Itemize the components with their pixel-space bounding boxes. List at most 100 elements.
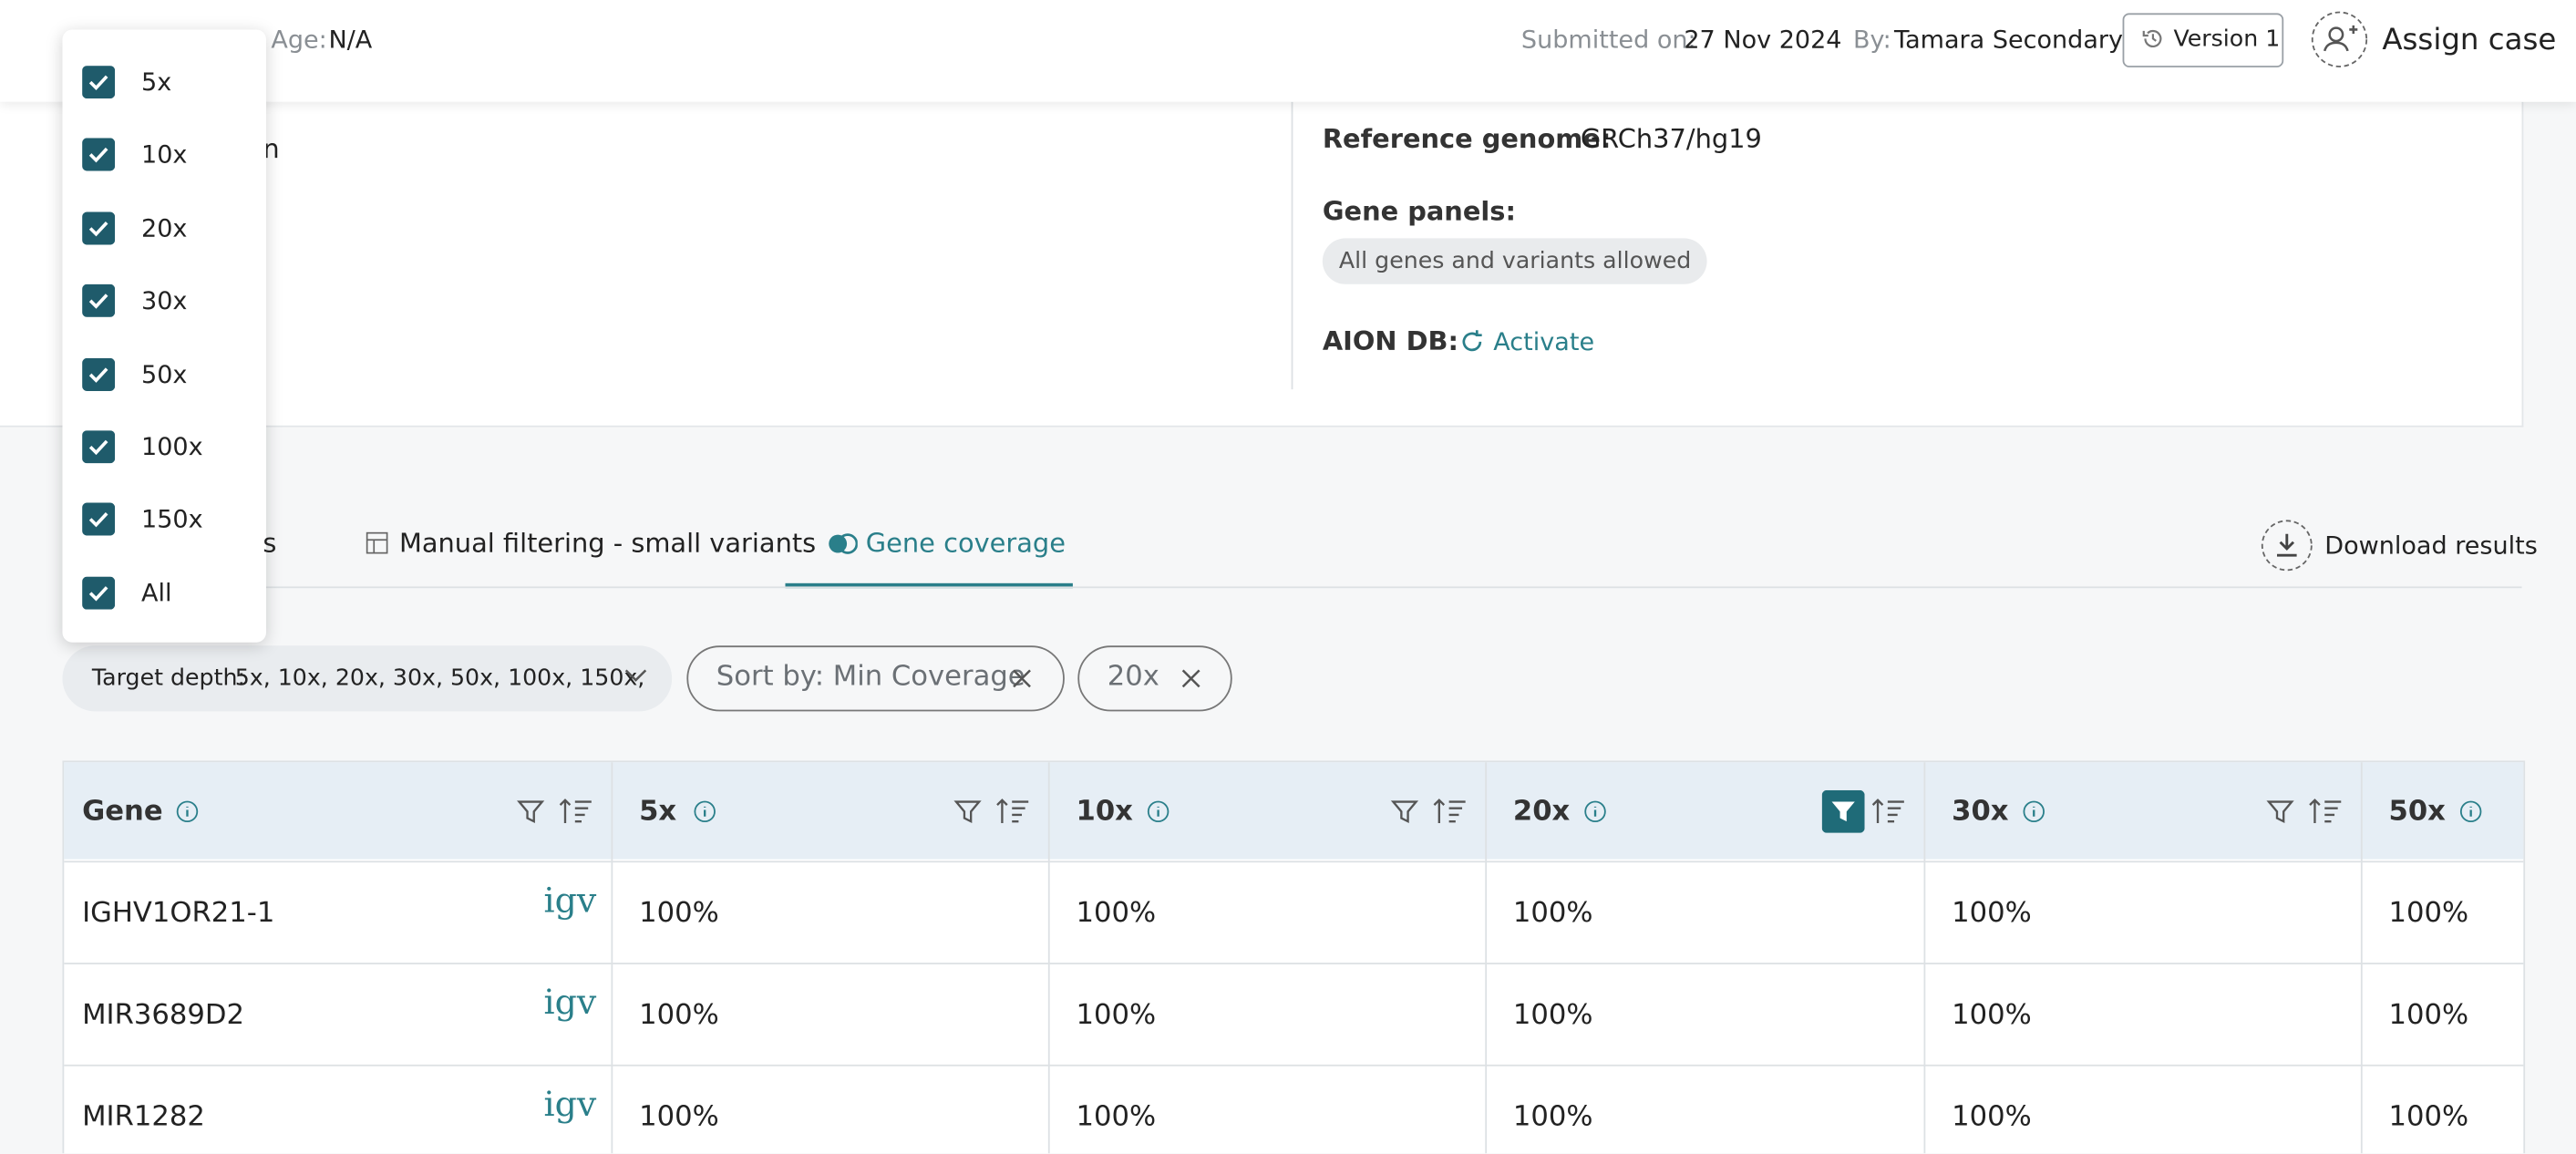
sort-icon[interactable] [2308,794,2344,830]
coverage-value: 100% [1512,1100,1593,1134]
value: Tamara Secondary [1894,25,2124,55]
column-divider [1923,762,1926,1154]
history-icon [2142,29,2162,47]
coverage-value: 100% [2388,1100,2469,1134]
close-icon[interactable] [1012,669,1032,689]
igv-link[interactable]: igv [543,881,597,921]
activate-link[interactable]: Activate [1493,326,1595,357]
igv-link[interactable]: igv [543,1084,597,1124]
assign-label[interactable]: Assign case [2382,23,2557,58]
chevron [624,669,647,682]
coverage-value: 100% [1076,998,1157,1032]
tab[interactable]: Manual filtering - small variants [398,527,817,559]
close-icon[interactable] [1181,669,1201,689]
gene-name: MIR1282 [82,1100,205,1134]
info-icon[interactable] [2459,800,2482,823]
coverage-value: 100% [639,998,719,1032]
option-label[interactable]: 100x [140,432,203,462]
sort-icon[interactable] [1871,794,1908,830]
checkbox[interactable] [82,66,116,99]
coverage-value: 100% [1076,897,1157,931]
column-divider [1047,762,1050,1154]
option-label[interactable]: 5x [140,67,172,98]
row-divider [64,860,2524,863]
table-icon [366,531,388,554]
column-header: 50x [2388,795,2446,829]
info-icon[interactable] [1147,800,1170,823]
checkbox[interactable] [82,430,116,464]
label: AION DB: [1322,325,1459,357]
option-label[interactable]: 50x [140,358,188,389]
chip-label: Sort by: Min Coverage [716,660,1025,694]
download-label[interactable]: Download results [2324,531,2538,561]
label: Reference genome: [1322,123,1612,155]
coverage-value: 100% [2388,897,2469,931]
option-label[interactable]: 30x [140,285,188,316]
column-divider [2360,762,2363,1154]
version-label: Version 1 [2173,26,2281,53]
option-label[interactable]: 10x [140,139,188,170]
info-icon[interactable] [1583,800,1606,823]
filter-icon[interactable] [946,790,989,833]
value: N/A [328,25,373,55]
sort-icon[interactable] [559,794,595,830]
chip-label: Target depth: [91,665,245,692]
coverage-value: 100% [1952,897,2032,931]
filter-icon[interactable] [2259,790,2302,833]
coverage-value: 100% [1512,998,1593,1032]
filter-icon[interactable] [510,790,552,833]
gene-name: MIR3689D2 [82,998,244,1032]
coverage-value: 100% [2388,998,2469,1032]
target-depth-chip[interactable] [62,645,673,712]
option-label[interactable]: All [140,578,172,608]
depth-dropdown: 5x 10x 20x 30x 50x 100x 150x All [62,29,266,643]
option-label[interactable]: 150x [140,505,203,535]
info-card [0,101,2524,428]
info-icon[interactable] [694,800,716,823]
filter-icon[interactable] [1821,789,1865,833]
option-label[interactable]: 20x [140,212,188,243]
coverage-value: 100% [1952,1100,2032,1134]
filter-icon[interactable] [1384,790,1427,833]
label: Age: [271,25,327,55]
chip-value: 5x, 10x, 20x, 30x, 50x, 100x, 150x, [234,665,645,692]
coverage-table: Gene 5x 10x 20x 30x 50x IGHV1OR21-1 100% 100% 100… [62,760,2526,1154]
chip-label: 20x [1107,660,1159,694]
version-button[interactable] [2122,13,2284,67]
column-header: 20x [1512,795,1571,829]
column-header: 10x [1076,795,1133,829]
coverage-value: 100% [1952,998,2032,1032]
column-header: Gene [82,795,163,829]
coverage-value: 100% [639,897,719,931]
refresh-icon [1462,330,1482,352]
info-icon[interactable] [176,800,199,823]
table-header [64,762,2524,860]
row-divider [64,1064,2524,1066]
depth-chip[interactable] [1077,645,1232,712]
column-divider [1485,762,1488,1154]
tab[interactable]: s [263,527,277,559]
gene-panel-pill: All genes and variants allowed [1322,238,1708,284]
download-icon[interactable] [2261,520,2313,572]
assign-icon[interactable] [2310,10,2369,69]
checkbox[interactable] [82,284,116,318]
coverage-value: 100% [1076,1100,1157,1134]
label: Gene panels: [1322,195,1516,227]
coverage-value: 100% [639,1100,719,1134]
gene-name: IGHV1OR21-1 [82,897,275,931]
igv-link[interactable]: igv [543,982,597,1023]
checkbox[interactable] [82,211,116,245]
checkbox[interactable] [82,503,116,537]
tab[interactable]: Gene coverage [865,527,1066,559]
checkbox[interactable] [82,139,116,172]
info-icon[interactable] [2023,800,2045,823]
sort-icon[interactable] [1433,794,1469,830]
tabs-divider [62,586,2522,589]
divider [1291,101,1293,390]
checkbox[interactable] [82,576,116,610]
sort-chip[interactable] [686,645,1065,712]
column-divider [611,762,613,1154]
checkbox[interactable] [82,357,116,391]
sort-icon[interactable] [995,794,1032,830]
